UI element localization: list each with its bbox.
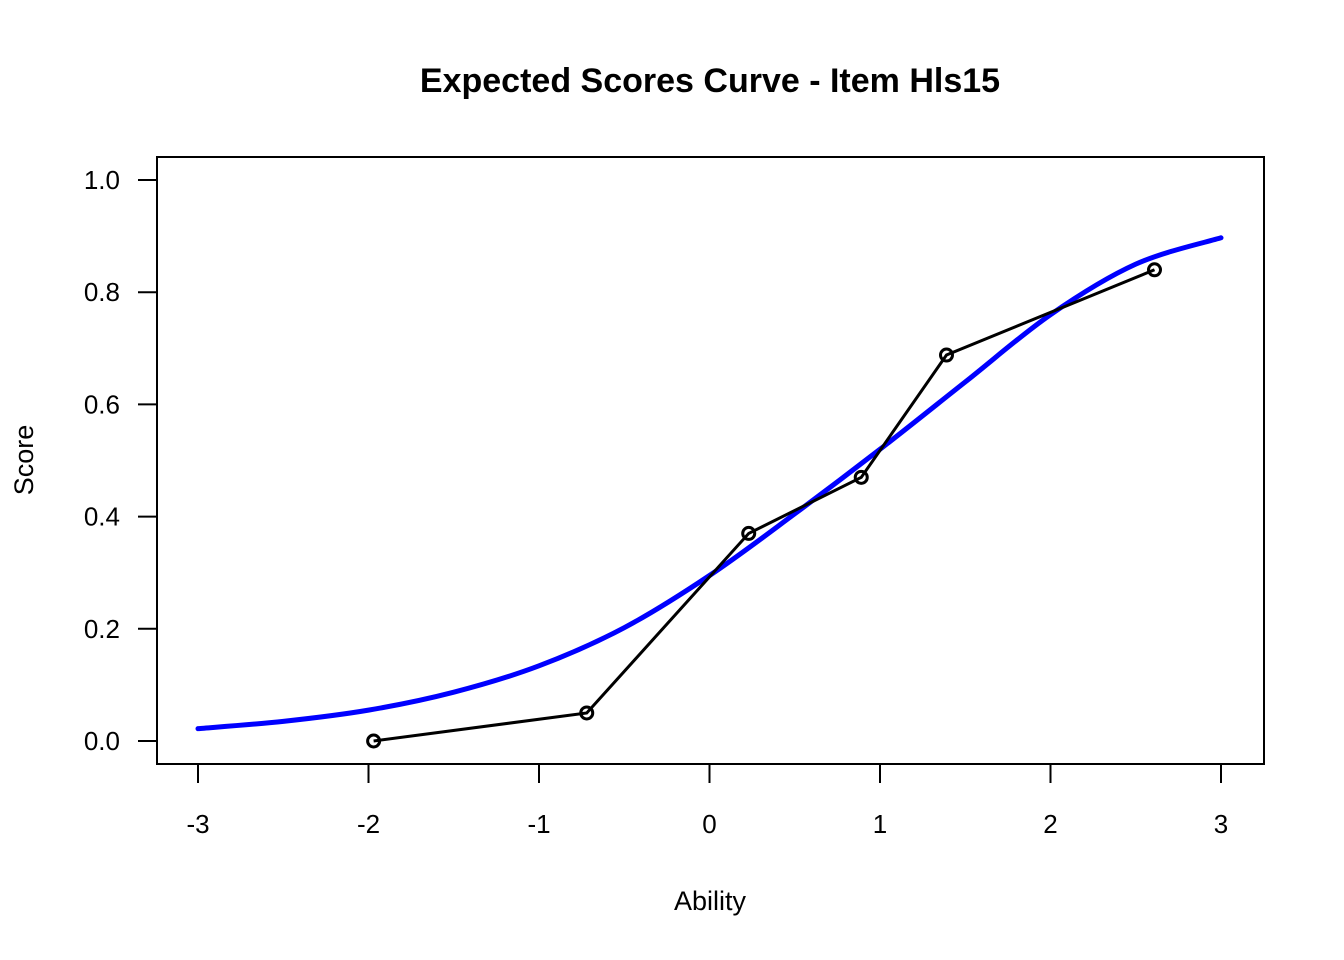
x-tick-label: 3: [1214, 809, 1228, 839]
y-tick-label: 0.2: [84, 614, 120, 644]
y-axis-label: Score: [9, 425, 39, 496]
y-tick-label: 0.6: [84, 389, 120, 419]
x-tick-label: -3: [186, 809, 209, 839]
x-tick-label: 2: [1043, 809, 1057, 839]
y-tick-label: 0.4: [84, 502, 120, 532]
observed-score-point: [579, 705, 595, 721]
plot-frame: [156, 156, 1265, 765]
y-axis: 0.0 0.2 0.4 0.6 0.8 1.0: [84, 165, 158, 756]
observed-score-point: [1147, 262, 1163, 278]
y-tick-label: 1.0: [84, 165, 120, 195]
observed-score-point: [741, 525, 757, 541]
x-tick-label: -1: [527, 809, 550, 839]
x-axis-label: Ability: [674, 886, 747, 916]
y-tick-label: 0.0: [84, 726, 120, 756]
x-axis: -3 -2 -1 0 1 2 3: [186, 763, 1228, 839]
chart-title: Expected Scores Curve - Item Hls15: [420, 62, 1000, 100]
observed-score-point: [853, 469, 869, 485]
y-tick-label: 0.8: [84, 277, 120, 307]
x-tick-label: -2: [357, 809, 380, 839]
observed-score-point: [938, 347, 954, 363]
observed-score-line: [373, 268, 1156, 743]
expected-score-curve: [195, 235, 1224, 732]
x-tick-label: 1: [873, 809, 887, 839]
plot-area: [195, 235, 1224, 749]
observed-score-point: [366, 733, 382, 749]
x-tick-label: 0: [702, 809, 716, 839]
